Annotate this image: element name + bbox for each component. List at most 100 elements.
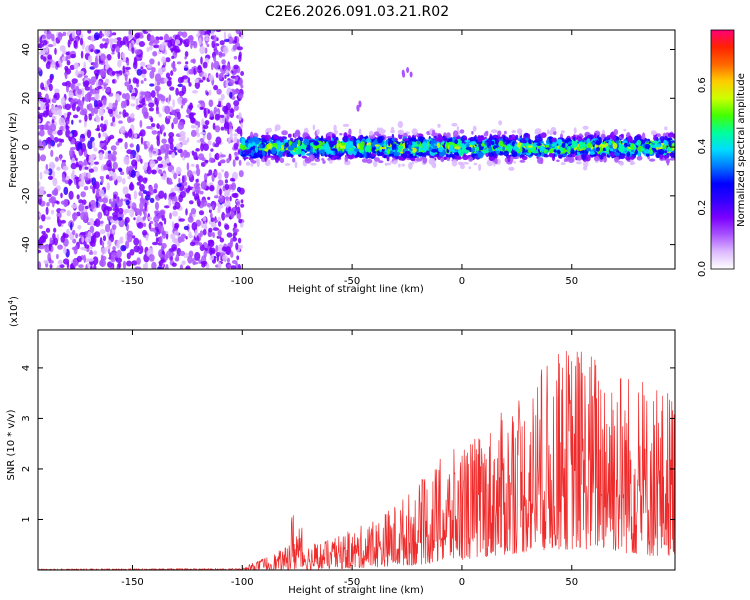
heatmap-cell [279,157,285,164]
heatmap-cell [38,249,42,254]
heatmap-cell [503,150,509,157]
spectrogram-y-tick-label: -20 [21,188,32,204]
heatmap-cell [129,249,135,256]
heatmap-cell [111,70,116,76]
heatmap-cell [127,205,131,209]
heatmap-cell [456,126,460,131]
heatmap-cell [216,254,220,262]
heatmap-cell [432,129,436,135]
heatmap-cell [220,114,225,118]
heatmap-cell [45,44,49,53]
heatmap-cell [60,138,65,143]
heatmap-cell [225,200,231,208]
heatmap-cell [170,70,174,76]
heatmap-cell [112,79,115,84]
heatmap-cell [171,244,178,251]
heatmap-cell [47,175,54,180]
heatmap-cell [149,160,156,168]
snr-multiplier-suffix: ) [9,296,20,300]
heatmap-cell [213,56,217,62]
heatmap-cell [536,143,542,146]
heatmap-cell [214,195,219,199]
heatmap-cell [69,64,75,70]
heatmap-cell [175,87,179,96]
heatmap-cell [121,177,126,185]
heatmap-cell [329,159,333,164]
heatmap-cell [214,113,221,121]
heatmap-cell [116,249,122,258]
heatmap-cell [464,139,471,143]
heatmap-cell [417,140,420,145]
heatmap-cell [143,111,149,119]
heatmap-cell [124,216,130,224]
heatmap-cell [70,146,77,151]
heatmap-cell [528,138,532,145]
heatmap-cell [103,42,108,49]
heatmap-cell [168,115,172,120]
heatmap-cell [181,260,186,266]
heatmap-cell [194,81,201,89]
heatmap-cell [79,37,84,46]
heatmap-cell [331,155,339,158]
heatmap-cell [100,68,107,78]
heatmap-cell [78,119,82,124]
heatmap-cell [618,145,625,153]
heatmap-cell [168,198,172,208]
heatmap-cell [46,137,52,143]
heatmap-cell [219,188,222,196]
heatmap-cell [171,122,174,130]
heatmap-cell [297,139,301,146]
heatmap-cell [70,162,77,170]
heatmap-cell [156,138,160,147]
heatmap-cell [49,237,53,245]
heatmap-cell [38,132,41,136]
heatmap-cell [316,128,320,136]
heatmap-cell [398,129,405,136]
heatmap-cell [107,153,114,162]
heatmap-cell [515,134,519,140]
heatmap-cell [84,86,91,91]
heatmap-cell [79,110,87,116]
heatmap-cell [38,244,45,250]
heatmap-cell [180,151,184,158]
heatmap-cell [221,211,226,221]
heatmap-cell [608,140,612,146]
heatmap-cell [157,223,162,230]
heatmap-cell [230,251,234,258]
heatmap-cell [313,141,320,146]
heatmap-cell [207,230,213,238]
heatmap-cell [57,259,63,265]
heatmap-cell [63,186,69,196]
heatmap-cell [209,157,215,163]
heatmap-cell [38,91,42,97]
heatmap-cell [213,34,217,43]
heatmap-cell [86,153,89,163]
heatmap-cell [65,56,69,62]
spectrogram-x-tick-label: -50 [344,276,360,287]
heatmap-cell [640,147,645,152]
heatmap-cell [94,218,101,228]
heatmap-cell [539,145,545,153]
heatmap-cell [610,151,616,157]
heatmap-cell [168,136,174,145]
heatmap-cell [345,145,350,152]
heatmap-cell [51,209,54,215]
heatmap-cell [221,169,225,173]
heatmap-cell [38,124,43,130]
heatmap-cell [593,155,600,162]
heatmap-cell [245,161,251,166]
heatmap-cell [449,138,452,142]
heatmap-cell [203,143,209,151]
heatmap-cell [104,78,110,84]
heatmap-cell [190,124,197,129]
heatmap-cell [477,151,484,159]
heatmap-cell [465,146,472,151]
heatmap-cell [76,255,82,263]
heatmap-cell [208,89,212,96]
heatmap-cell [52,115,57,121]
heatmap-cell [181,75,189,80]
heatmap-cell [240,84,244,89]
heatmap-cell [98,132,101,139]
heatmap-cell [155,237,159,243]
heatmap-cell [146,125,153,130]
